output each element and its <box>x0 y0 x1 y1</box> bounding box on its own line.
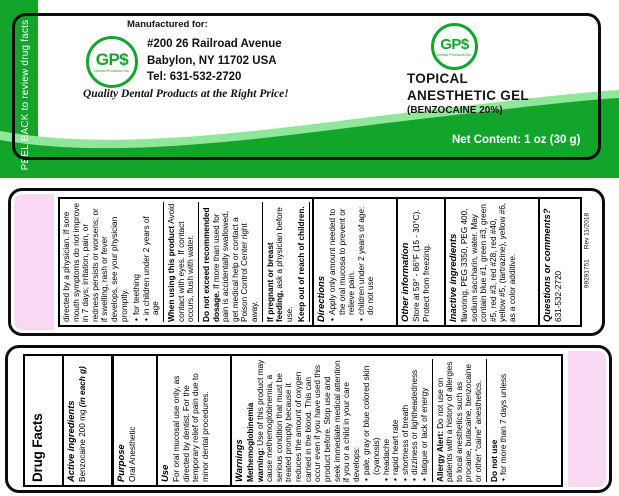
bullet-item: Apply only amount needed to the oral muc… <box>327 202 357 322</box>
drug-facts-title-section: Drug Facts <box>25 356 62 485</box>
gps-logo-tagline: Dental Products Inc. <box>436 51 473 57</box>
questions-heading: Questions or comments? <box>542 208 553 322</box>
bullet-item: in children under 2 years of age <box>141 202 161 322</box>
active-ingredients-heading: Active ingredients <box>66 400 77 482</box>
gps-logo-right: GP$ Dental Products Inc. <box>431 23 478 70</box>
when-using-lead: When using this product <box>166 225 177 322</box>
active-ingredient-line: Benzocaine 200 mg (in each g) <box>77 359 88 483</box>
directions-heading: Directions <box>316 276 327 322</box>
section-other-information: Other information Store at 59° - 86°F (1… <box>396 199 444 325</box>
section-warnings: Warnings Methemoglobinemia warning:Use o… <box>230 356 561 485</box>
other-information-heading: Other information <box>400 242 411 322</box>
do-not-use-bullets: for teething in children under 2 years o… <box>131 202 165 322</box>
gps-logo-text: GP$ <box>440 35 469 53</box>
address-line1: #200 26 Railroad Avenue <box>147 38 282 50</box>
gps-logo-text: GP$ <box>95 50 129 69</box>
bullet-item: for more than 7 days unless <box>498 359 509 482</box>
section-use: Use For oral mucosal use only, as direct… <box>156 356 230 485</box>
use-heading: Use <box>160 464 171 482</box>
adhesive-pink-block <box>568 351 606 487</box>
purpose-heading: Purpose <box>116 444 127 482</box>
product-strength: (BENZOCAINE 20%) <box>407 105 503 116</box>
active-ingredient-text: Benzocaine 200 mg <box>77 409 88 483</box>
when-using-block: When using this productAvoid contact wit… <box>166 202 199 322</box>
pregnant-block: If pregnant or breast feeding,ask a phys… <box>265 202 295 322</box>
section-active-ingredients: Active ingredients Benzocaine 200 mg (in… <box>62 356 111 485</box>
allergy-alert-block: Allergy Alert:Do not use on patients wit… <box>434 359 487 482</box>
front-label-border <box>12 13 601 160</box>
front-label-panel: PEEL BACK to review drug facts Manufactu… <box>0 0 619 178</box>
warnings-heading: Warnings <box>234 439 245 482</box>
address-line2: Babylon, NY 11702 USA <box>147 54 277 67</box>
bullet-item: children under 2 years of age: do not us… <box>356 202 376 322</box>
use-text: For oral mucosal use only, as directed b… <box>171 373 210 482</box>
warnings-continuation-text: directed by a physician. If sore mouth s… <box>61 203 129 322</box>
warnings-continuation-section: directed by a physician. If sore mouth s… <box>60 199 312 325</box>
dosage-block: Do not exceed recommended dosage.If more… <box>201 202 263 322</box>
revision-code: 99291751 Rev 11/2018 <box>583 181 592 321</box>
manufactured-for-label: Manufactured for: <box>127 19 208 30</box>
drug-facts-title: Drug Facts <box>30 413 45 482</box>
section-questions: Questions or comments? 631-532-2720 <box>538 199 580 325</box>
other-information-text: Store at 59° - 86°F (15 - 30°C). Protect… <box>411 209 431 322</box>
section-inactive-ingredients: Inactive ingredients flavoring, PEG 3350… <box>444 199 538 325</box>
drug-facts-continuation-panel: directed by a physician. If sore mouth s… <box>8 188 605 336</box>
drug-facts-continuation-box: directed by a physician. If sore mouth s… <box>58 197 582 327</box>
active-ingredient-unit: (in each g) <box>77 366 88 408</box>
drug-facts-box: Drug Facts Active ingredients Benzocaine… <box>23 354 563 487</box>
manufacturer-address: #200 26 Railroad Avenue Babylon, NY 1170… <box>147 36 282 86</box>
company-slogan: Quality Dental Products at the Right Pri… <box>83 88 289 100</box>
inactive-ingredients-text: flavoring, PEG 3350, PEG 400, sodium sac… <box>459 202 518 322</box>
methemoglobinemia-text: Use of this product may cause methemoglo… <box>254 359 361 482</box>
drug-facts-main-panel: Drug Facts Active ingredients Benzocaine… <box>5 345 612 493</box>
product-title-line1: TOPICAL <box>407 71 469 86</box>
methemoglobinemia-warning: Methemoglobinemia warning:Use of this pr… <box>245 359 361 482</box>
adhesive-pink-block <box>14 194 54 330</box>
bullet-item: pale, gray or blue colored skin (cyanosi… <box>361 359 381 482</box>
section-purpose: Purpose Oral Anesthetic <box>111 356 156 485</box>
inactive-ingredients-heading: Inactive ingredients <box>448 233 459 322</box>
symptom-bullets: pale, gray or blue colored skin (cyanosi… <box>361 359 433 482</box>
questions-phone: 631-532-2720 <box>553 270 564 322</box>
keep-out-of-reach: Keep out of reach of children. <box>296 202 311 322</box>
part-number: 99291751 <box>583 259 591 289</box>
bullet-item: fatigue or lack of energy <box>419 359 430 482</box>
purpose-text: Oral Anesthetic <box>127 426 138 482</box>
gps-logo: GP$ Dental Products Inc. <box>86 36 138 88</box>
product-title: TOPICAL ANESTHETIC GEL (BENZOCAINE 20%) <box>407 70 529 116</box>
net-content: Net Content: 1 oz (30 g) <box>452 134 581 146</box>
address-line3: Tel: 631-532-2720 <box>147 71 242 83</box>
gps-logo-tagline: Dental Products Inc. <box>93 68 131 73</box>
section-directions: Directions Apply only amount needed to t… <box>312 199 396 325</box>
product-title-line2: ANESTHETIC GEL <box>407 88 529 103</box>
allergy-alert-lead: Allergy Alert: <box>434 430 445 482</box>
revision-date: Rev 11/2018 <box>583 212 591 250</box>
